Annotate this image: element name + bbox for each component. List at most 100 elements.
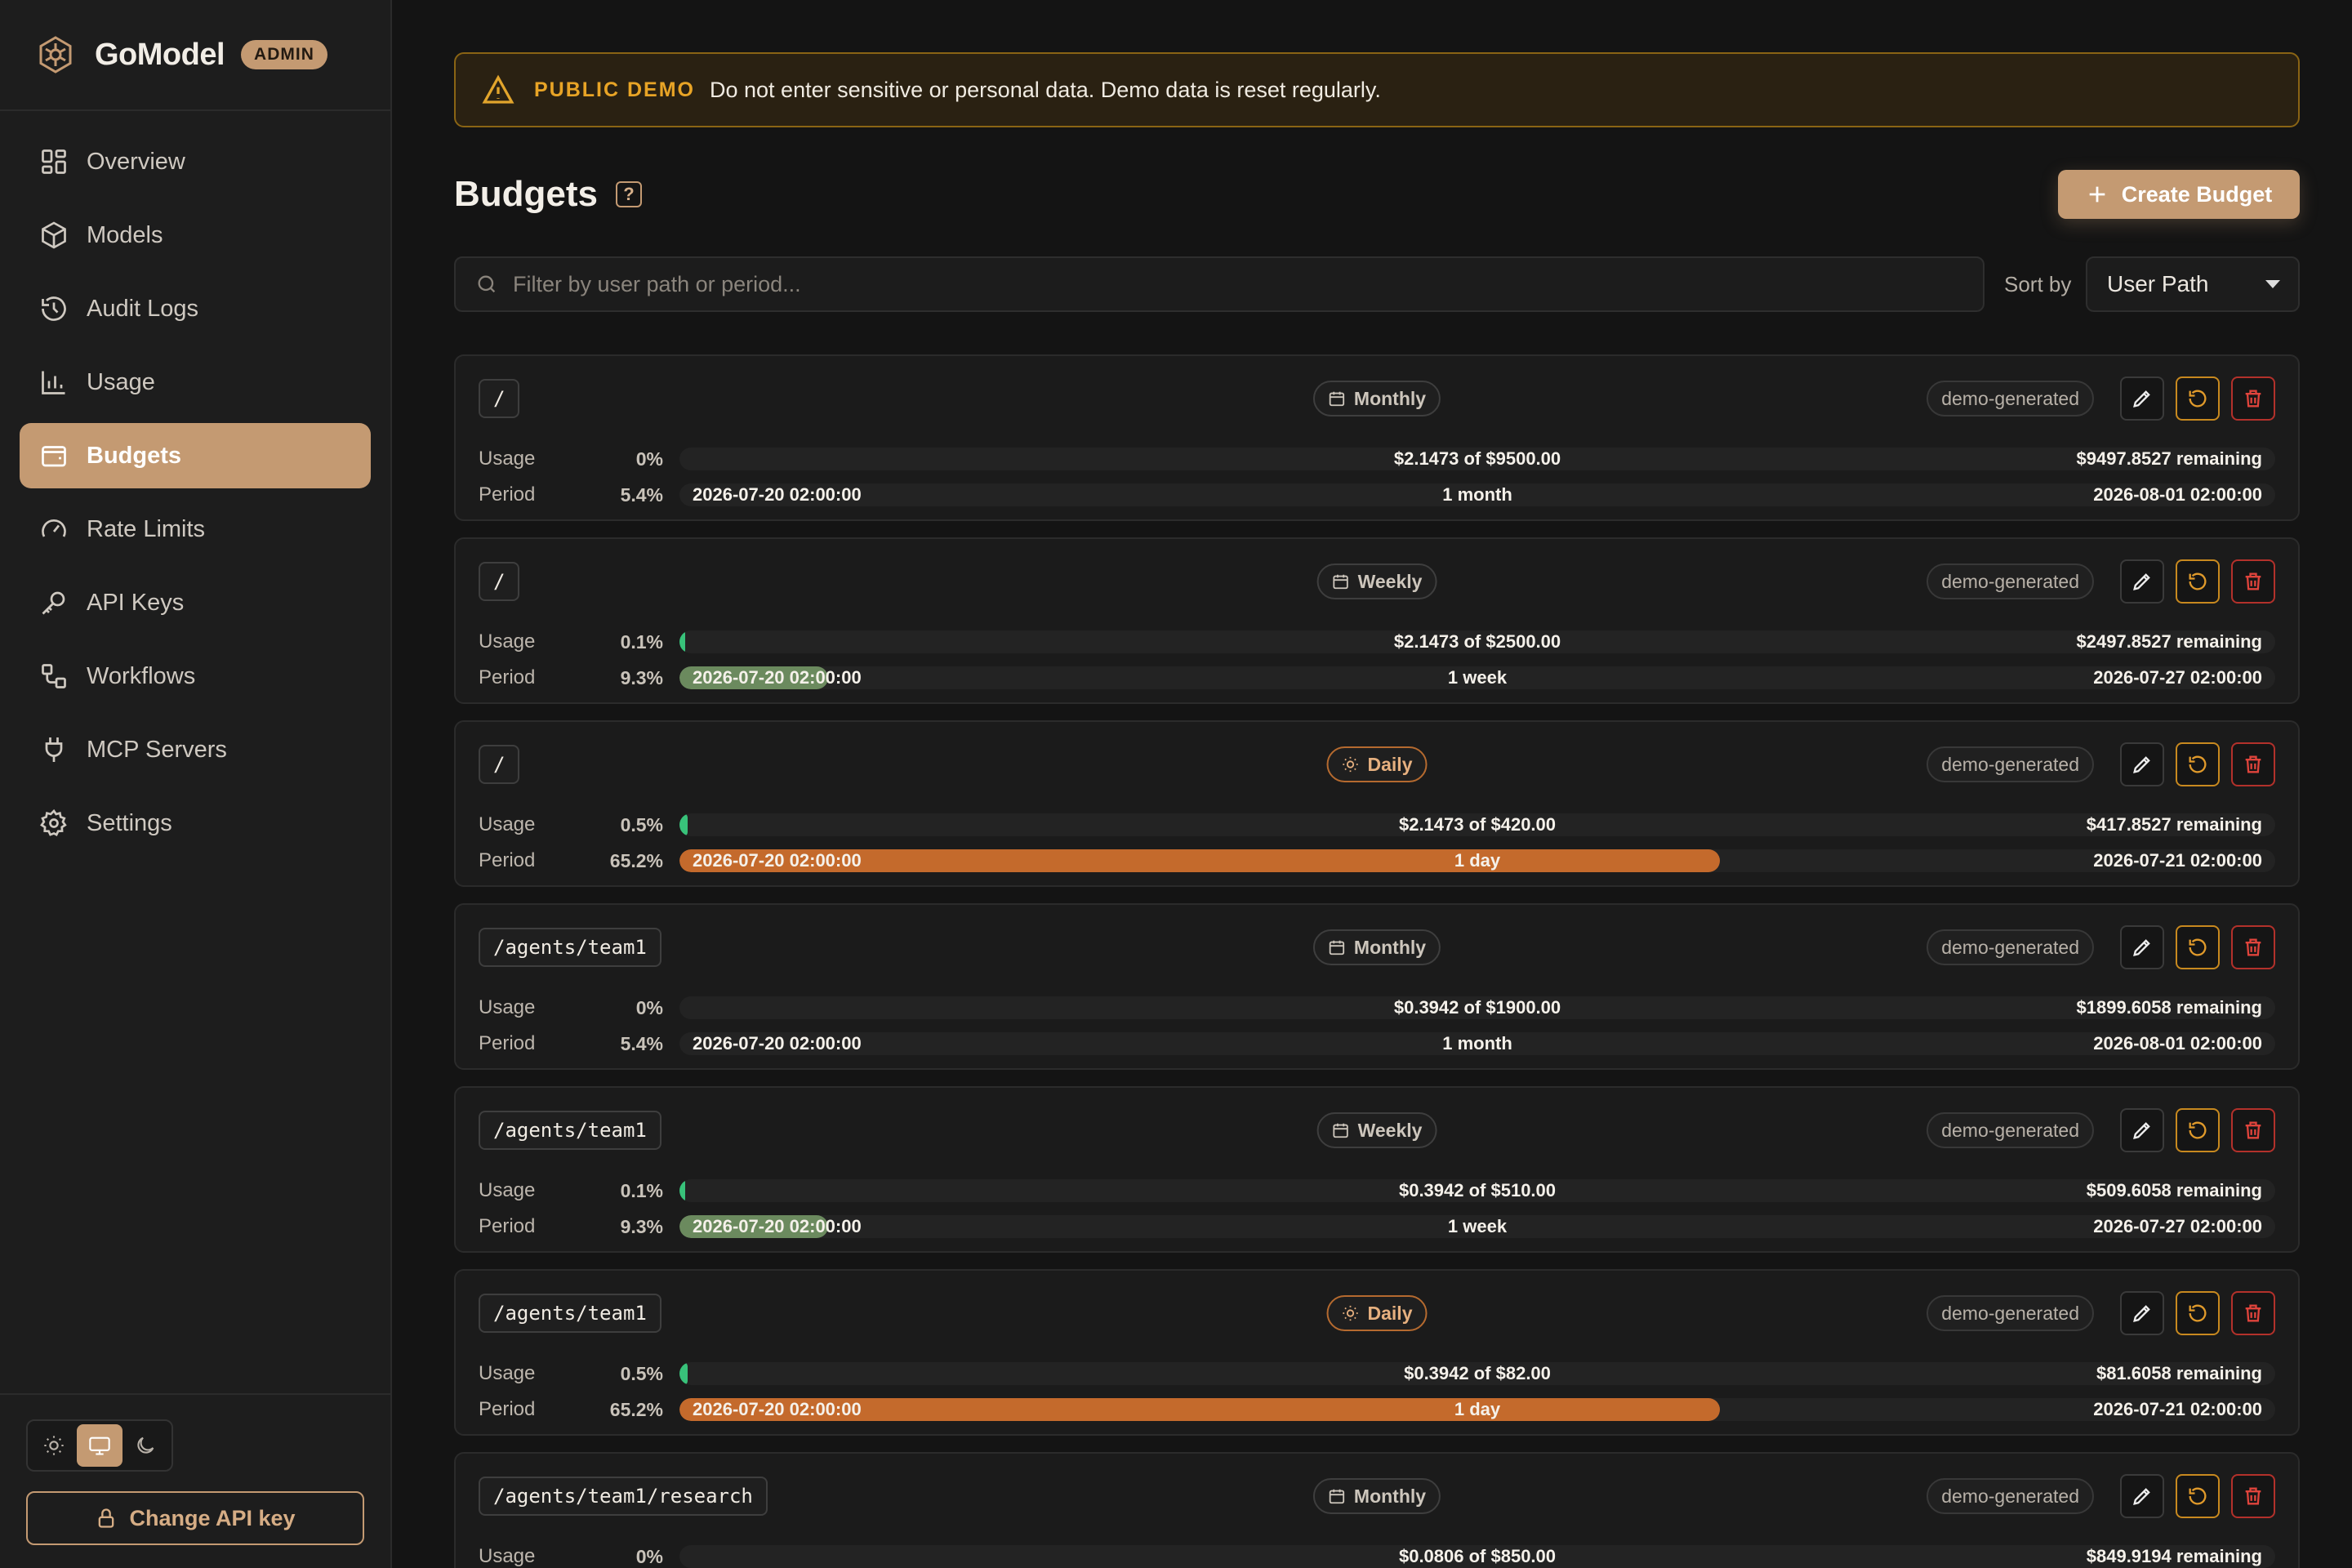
trash-icon — [2245, 1304, 2261, 1322]
period-row-label: Period — [479, 666, 536, 688]
remaining-amount: $81.6058 remaining — [2096, 1363, 2262, 1383]
budget-card-header: /agents/team1/research Monthly demo-gene… — [479, 1454, 2275, 1539]
sidebar-item-label: Rate Limits — [87, 515, 206, 542]
page-title: Budgets — [454, 174, 598, 214]
period-row: Period 9.3% 2026-07-20 02:00:00 1 week 2… — [479, 660, 2275, 696]
period-percent: 65.2% — [609, 1398, 663, 1420]
edit-button[interactable] — [2120, 742, 2164, 786]
moon-icon — [137, 1437, 154, 1454]
delete-button[interactable] — [2231, 1474, 2275, 1518]
sidebar-item-workflows[interactable]: Workflows — [20, 644, 371, 709]
search-icon — [478, 275, 496, 293]
help-icon[interactable]: ? — [616, 181, 642, 207]
period-percent: 5.4% — [620, 1032, 663, 1054]
period-bar-fill — [679, 849, 1720, 872]
remaining-amount: $2497.8527 remaining — [2076, 631, 2262, 652]
brand[interactable]: GoModel ADMIN — [0, 0, 390, 111]
reset-button[interactable] — [2176, 559, 2220, 604]
edit-button[interactable] — [2120, 1108, 2164, 1152]
gauge-icon — [42, 519, 66, 537]
period-chip: Daily — [1326, 1295, 1428, 1331]
usage-bar: $0.3942 of $82.00 $81.6058 remaining — [679, 1362, 2275, 1385]
reset-button[interactable] — [2176, 1108, 2220, 1152]
period-start: 2026-07-20 02:00:00 — [693, 850, 862, 871]
delete-button[interactable] — [2231, 1108, 2275, 1152]
sidebar-item-budgets[interactable]: Budgets — [20, 423, 371, 488]
period-start: 2026-07-20 02:00:00 — [693, 1033, 862, 1054]
delete-button[interactable] — [2231, 376, 2275, 421]
edit-button[interactable] — [2120, 376, 2164, 421]
create-budget-button[interactable]: Create Budget — [2058, 170, 2300, 219]
edit-button[interactable] — [2120, 1474, 2164, 1518]
delete-button[interactable] — [2231, 559, 2275, 604]
usage-label: Usage — [479, 630, 536, 653]
change-api-key-button[interactable]: Change API key — [26, 1491, 364, 1545]
usage-amount: $2.1473 of $420.00 — [1398, 814, 1557, 835]
period-chip: Daily — [1326, 746, 1428, 782]
monitor-icon — [89, 1437, 110, 1455]
period-row: Period 65.2% 2026-07-20 02:00:00 1 day 2… — [479, 843, 2275, 879]
sidebar-item-label: Budgets — [87, 442, 181, 469]
period-label: Daily — [1367, 1302, 1413, 1324]
usage-row: Usage 0% $0.3942 of $1900.00 $1899.6058 … — [479, 990, 2275, 1026]
warning-icon — [482, 74, 514, 104]
delete-button[interactable] — [2231, 925, 2275, 969]
demo-text: Do not enter sensitive or personal data.… — [710, 77, 1381, 102]
theme-toggle — [26, 1419, 173, 1472]
period-duration: 1 day — [1454, 850, 1501, 871]
reset-icon — [2189, 572, 2207, 590]
reset-button[interactable] — [2176, 742, 2220, 786]
reset-button[interactable] — [2176, 1291, 2220, 1335]
cube-icon — [42, 221, 66, 249]
history-icon — [42, 296, 66, 321]
delete-button[interactable] — [2231, 1291, 2275, 1335]
pencil-icon — [2133, 1305, 2150, 1322]
sidebar: GoModel ADMIN Overview Models Audit Logs… — [0, 0, 392, 1568]
usage-label: Usage — [479, 1179, 536, 1201]
budget-card: /agents/team1 Daily demo-generated — [454, 1269, 2300, 1436]
filter-row: Sort by User Path — [454, 256, 2300, 312]
usage-amount: $0.3942 of $1900.00 — [1393, 997, 1561, 1018]
reset-button[interactable] — [2176, 376, 2220, 421]
period-percent: 5.4% — [620, 483, 663, 506]
source-badge: demo-generated — [1927, 381, 2094, 416]
pencil-icon — [2133, 1488, 2150, 1505]
sidebar-item-overview[interactable]: Overview — [20, 129, 371, 194]
user-path-chip: /agents/team1 — [479, 1111, 662, 1150]
sidebar-item-usage[interactable]: Usage — [20, 350, 371, 415]
card-actions: demo-generated — [1927, 376, 2275, 421]
budget-card-header: / Daily demo-generated — [479, 722, 2275, 807]
edit-button[interactable] — [2120, 1291, 2164, 1335]
reset-button[interactable] — [2176, 1474, 2220, 1518]
delete-button[interactable] — [2231, 742, 2275, 786]
period-bar: 2026-07-20 02:00:00 1 month 2026-08-01 0… — [679, 483, 2275, 506]
sidebar-item-label: MCP Servers — [87, 736, 227, 763]
sidebar-item-api-keys[interactable]: API Keys — [20, 570, 371, 635]
sort-select[interactable]: User Path — [2086, 256, 2300, 312]
usage-amount: $2.1473 of $2500.00 — [1393, 631, 1561, 652]
edit-button[interactable] — [2120, 925, 2164, 969]
theme-system-button[interactable] — [77, 1424, 122, 1467]
trash-icon — [2245, 572, 2261, 590]
pencil-icon — [2133, 390, 2150, 408]
sidebar-item-label: Audit Logs — [87, 295, 199, 322]
demo-tag: PUBLIC DEMO — [534, 78, 695, 101]
period-start: 2026-07-20 02:00:00 — [693, 1216, 862, 1236]
source-badge: demo-generated — [1927, 1112, 2094, 1148]
sidebar-item-settings[interactable]: Settings — [20, 791, 371, 856]
logo-icon — [39, 36, 72, 74]
sidebar-item-audit-logs[interactable]: Audit Logs — [20, 276, 371, 341]
period-chip: Weekly — [1316, 564, 1437, 599]
sidebar-item-rate-limits[interactable]: Rate Limits — [20, 497, 371, 562]
period-bar: 2026-07-20 02:00:00 1 week 2026-07-27 02… — [679, 1215, 2275, 1238]
reset-button[interactable] — [2176, 925, 2220, 969]
reset-icon — [2189, 390, 2207, 408]
edit-button[interactable] — [2120, 559, 2164, 604]
user-path-chip: /agents/team1/research — [479, 1477, 768, 1516]
theme-light-button[interactable] — [31, 1424, 77, 1467]
user-path-chip: / — [479, 379, 520, 418]
theme-dark-button[interactable] — [122, 1424, 168, 1467]
sidebar-item-mcp-servers[interactable]: MCP Servers — [20, 717, 371, 782]
sidebar-item-models[interactable]: Models — [20, 203, 371, 268]
search-input[interactable] — [513, 271, 1901, 297]
